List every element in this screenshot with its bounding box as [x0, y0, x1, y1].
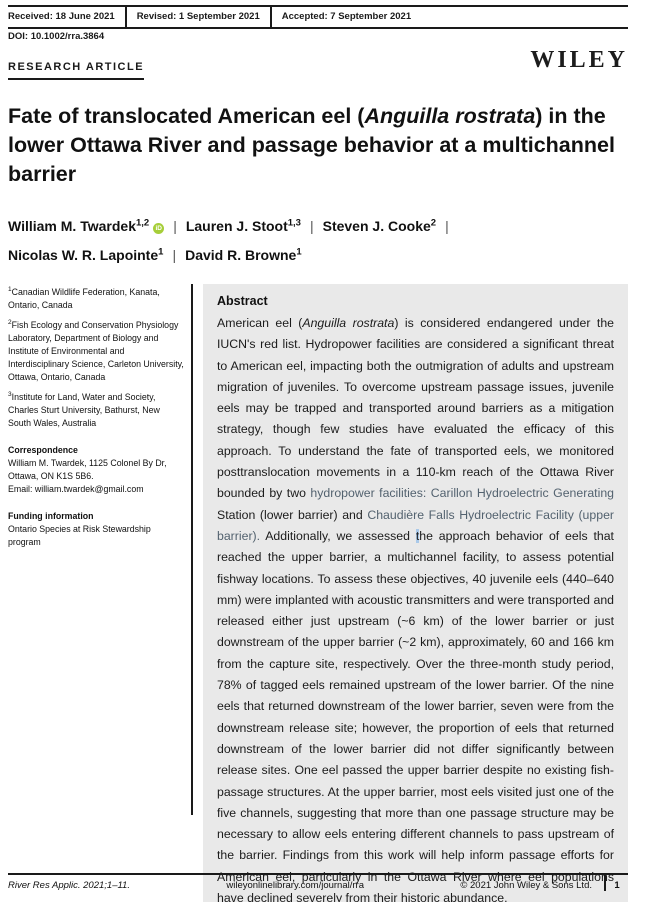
affiliation-sup: 3: [8, 391, 12, 399]
footer-journal-url[interactable]: wileyonlinelibrary.com/journal/rra: [226, 880, 364, 891]
abstract-segment: ) is considered endangered under the IUC…: [217, 316, 615, 501]
abstract-link-text[interactable]: Chaudière Falls Hydroelectric Facility (…: [217, 507, 614, 543]
divider-bar: [124, 7, 127, 27]
title-segment: Fate of translocated American eel (: [8, 104, 365, 128]
abstract-species-italic: Anguilla rostrata: [302, 316, 395, 330]
affiliation-sup: 2: [8, 319, 12, 327]
accepted-date: Accepted: 7 September 2021: [281, 11, 412, 22]
author-list: William M. Twardek1,2iD | Lauren J. Stoot1…: [8, 212, 608, 270]
selected-text-highlight: t: [415, 528, 420, 543]
abstract-panel: Abstract American eel (Anguilla rostrata…: [203, 284, 628, 902]
author-name: Nicolas W. R. Lapointe: [8, 247, 159, 263]
divider-bar: [269, 7, 272, 27]
dates-bar: Received: 18 June 2021 Revised: 1 Septem…: [8, 5, 628, 29]
author-affiliation-sup: 1,2: [135, 217, 150, 229]
author-affiliation-sup: 1: [158, 246, 164, 258]
abstract-segment: American eel (: [217, 316, 303, 330]
page-number: 1: [614, 880, 620, 891]
article-info-columns: 1Canadian Wildlife Federation, Kanata, O…: [8, 284, 628, 902]
article-type-badge: RESEARCH ARTICLE: [8, 61, 145, 80]
affiliation-text: Fish Ecology and Conservation Physiology…: [8, 320, 184, 382]
article-info-sidebar: 1Canadian Wildlife Federation, Kanata, O…: [8, 286, 184, 549]
abstract-segment: Additionally, we assessed: [260, 528, 416, 543]
author-affiliation-sup: 2: [430, 217, 437, 229]
footer-copyright: © 2021 John Wiley & Sons Ltd.: [460, 880, 592, 891]
revised-date: Revised: 1 September 2021: [136, 11, 260, 22]
author-separator: |: [172, 247, 177, 263]
correspondence-email[interactable]: Email: william.twardek@gmail.com: [8, 484, 144, 494]
correspondence-address: William M. Twardek, 1125 Colonel By Dr, …: [8, 458, 167, 481]
title-species-italic: Anguilla rostrata: [364, 104, 536, 128]
abstract-link-text[interactable]: hydropower facilities: Carillon Hydroele…: [310, 486, 614, 501]
column-divider-rule: [191, 284, 193, 815]
affiliation-sup: 1: [8, 286, 12, 294]
affiliation-1: 1Canadian Wildlife Federation, Kanata, O…: [8, 286, 184, 312]
affiliation-3: 3Institute for Land, Water and Society, …: [8, 391, 184, 430]
author-affiliation-sup: 1,3: [287, 217, 301, 229]
funding-text: Ontario Species at Risk Stewardship prog…: [8, 524, 151, 547]
title-segment: ) in the lower Ottawa River and passage …: [8, 104, 615, 186]
correspondence-heading: Correspondence: [8, 445, 78, 455]
abstract-segment: Station (lower barrier) and: [217, 507, 368, 522]
article-title: Fate of translocated American eel (Angui…: [8, 102, 618, 189]
author-affiliation-sup: 1: [296, 246, 302, 258]
abstract-heading: Abstract: [217, 294, 268, 308]
author-name: Lauren J. Stoot: [185, 218, 288, 234]
footer-citation: River Res Applic. 2021;1–11.: [8, 880, 130, 891]
abstract-segment: he approach behavior of eels that reache…: [217, 528, 614, 902]
footer-divider-bar: [604, 875, 606, 891]
author-separator: |: [173, 218, 177, 234]
author-separator: |: [309, 218, 314, 234]
author-name: Steven J. Cooke: [322, 218, 431, 234]
author-name: William M. Twardek: [8, 218, 136, 234]
author-name: David R. Browne: [185, 247, 297, 263]
affiliation-text: Canadian Wildlife Federation, Kanata, On…: [8, 287, 160, 310]
received-date: Received: 18 June 2021: [8, 11, 115, 22]
doi-text: DOI: 10.1002/rra.3864: [8, 31, 105, 42]
funding-heading: Funding information: [8, 511, 94, 521]
affiliation-text: Institute for Land, Water and Society, C…: [8, 392, 160, 428]
orcid-icon[interactable]: iD: [153, 223, 165, 234]
wiley-logo: WILEY: [530, 47, 628, 73]
author-separator: |: [445, 218, 449, 234]
abstract-text: American eel (Anguilla rostrata) is cons…: [217, 313, 614, 902]
affiliation-2: 2Fish Ecology and Conservation Physiolog…: [8, 319, 184, 384]
page-footer: River Res Applic. 2021;1–11. wileyonline…: [8, 873, 628, 891]
